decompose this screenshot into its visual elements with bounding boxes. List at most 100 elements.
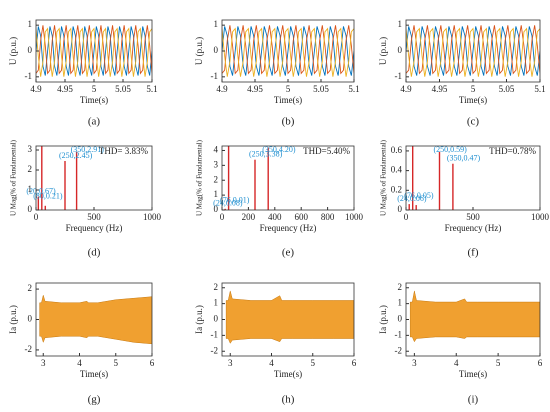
x-tick-label: 0	[220, 212, 225, 222]
y-axis-label: Ia (p.u.)	[378, 305, 388, 334]
y-tick-label: 0	[214, 204, 219, 214]
x-tick-label: 5.1	[348, 84, 359, 94]
y-tick-label: 2	[28, 164, 33, 174]
annotation: (350,4.20)	[262, 145, 296, 154]
y-axis-label: Ia (p.u.)	[194, 305, 204, 334]
y-tick-label: -1	[395, 329, 403, 339]
x-tick-label: 200	[242, 212, 256, 222]
x-axis-label: Time(s)	[459, 369, 487, 379]
phase-line	[36, 27, 152, 77]
y-tick-label: -2	[25, 344, 33, 354]
y-tick-label: 1	[28, 19, 33, 29]
y-axis-label: U (p.u.)	[8, 37, 18, 65]
x-tick-label: 5	[114, 358, 119, 368]
x-tick-label: 1000	[345, 212, 364, 222]
plot	[406, 25, 540, 77]
x-tick-label: 3	[228, 358, 233, 368]
annotation: (350,0.47)	[447, 154, 481, 163]
x-tick-label: 4.9	[30, 84, 42, 94]
y-axis-label: U Mag(% of Fundamental)	[196, 139, 204, 216]
y-tick-label: -1	[211, 329, 219, 339]
y-tick-label: 2	[28, 283, 33, 293]
x-tick-label: 6	[352, 358, 357, 368]
phase-line	[222, 26, 354, 76]
x-tick-label: 5	[286, 84, 291, 94]
panel-label: (i)	[468, 394, 479, 406]
x-axis-label: Time(s)	[80, 95, 108, 105]
y-tick-label: 3	[214, 159, 219, 169]
y-tick-label: -1	[211, 71, 219, 81]
x-tick-label: 4.95	[247, 84, 263, 94]
annotation: (250,0.59)	[434, 145, 468, 154]
y-tick-label: 2	[398, 282, 403, 292]
y-axis-label: U Mag(% of Fundamental)	[10, 139, 18, 216]
plot	[408, 146, 454, 210]
x-tick-label: 500	[466, 212, 480, 222]
y-tick-label: 0.6	[391, 145, 403, 155]
y-tick-label: 1	[398, 298, 403, 308]
x-tick-label: 1000	[531, 212, 550, 222]
panel-label: (g)	[88, 394, 101, 406]
y-tick-label: 0	[214, 45, 219, 55]
x-tick-label: 5	[311, 358, 316, 368]
phase-line	[222, 25, 354, 75]
phase-line	[36, 26, 152, 76]
x-tick-label: 400	[268, 212, 282, 222]
x-tick-label: 0	[404, 212, 409, 222]
y-tick-label: 1	[214, 298, 219, 308]
plot-frame	[221, 145, 355, 211]
x-tick-label: 1000	[143, 212, 162, 222]
x-axis-label: Time(s)	[274, 95, 302, 105]
y-tick-label: -1	[25, 71, 33, 81]
annotation: (350,2.91)	[71, 145, 105, 154]
panel-label: (d)	[88, 247, 101, 259]
plot	[409, 290, 540, 343]
panel-label: (f)	[468, 247, 479, 259]
panel-label: (c)	[467, 116, 480, 128]
phase-line	[36, 25, 152, 75]
x-tick-label: 600	[294, 212, 308, 222]
x-axis-label: Time(s)	[274, 369, 302, 379]
y-tick-label: 0.4	[391, 165, 403, 175]
y-tick-label: 0	[28, 314, 33, 324]
thd-label: THD= 3.83%	[99, 146, 149, 156]
y-tick-label: 1	[398, 19, 403, 29]
y-tick-label: 0.2	[391, 184, 402, 194]
y-tick-label: 0	[398, 314, 403, 324]
y-tick-label: -2	[395, 345, 403, 355]
y-axis-label: Ia (p.u.)	[8, 305, 18, 334]
x-tick-label: 5.1	[146, 84, 157, 94]
annotation: (76,0.01)	[220, 196, 250, 205]
phase-line	[406, 27, 540, 77]
phase-line	[406, 26, 540, 76]
current-envelope	[409, 290, 540, 343]
x-tick-label: 5.05	[115, 84, 131, 94]
y-tick-label: 0	[214, 314, 219, 324]
y-tick-label: 1	[28, 184, 33, 194]
y-tick-label: 1	[214, 189, 219, 199]
panel-label: (e)	[282, 247, 295, 259]
y-tick-label: 2	[214, 282, 219, 292]
y-tick-label: 4	[214, 145, 219, 155]
x-axis-label: Time(s)	[80, 369, 108, 379]
y-tick-label: 0	[28, 45, 33, 55]
x-tick-label: 5.05	[499, 84, 515, 94]
current-envelope	[225, 290, 354, 344]
y-tick-label: 3	[28, 144, 33, 154]
x-tick-label: 0	[34, 212, 39, 222]
x-axis-label: Frequency (Hz)	[260, 223, 317, 233]
x-tick-label: 4.95	[432, 84, 448, 94]
plot	[222, 25, 354, 77]
y-axis-label: U (p.u.)	[378, 37, 388, 65]
x-tick-label: 4.95	[57, 84, 73, 94]
x-tick-label: 5.05	[313, 84, 329, 94]
plot	[37, 146, 78, 210]
x-tick-label: 4	[269, 358, 274, 368]
x-tick-label: 6	[538, 358, 543, 368]
x-tick-label: 3	[41, 358, 46, 368]
annotation: (250,3.38)	[249, 150, 283, 159]
x-axis-label: Frequency (Hz)	[445, 223, 502, 233]
x-tick-label: 800	[321, 212, 335, 222]
x-tick-label: 4	[77, 358, 82, 368]
